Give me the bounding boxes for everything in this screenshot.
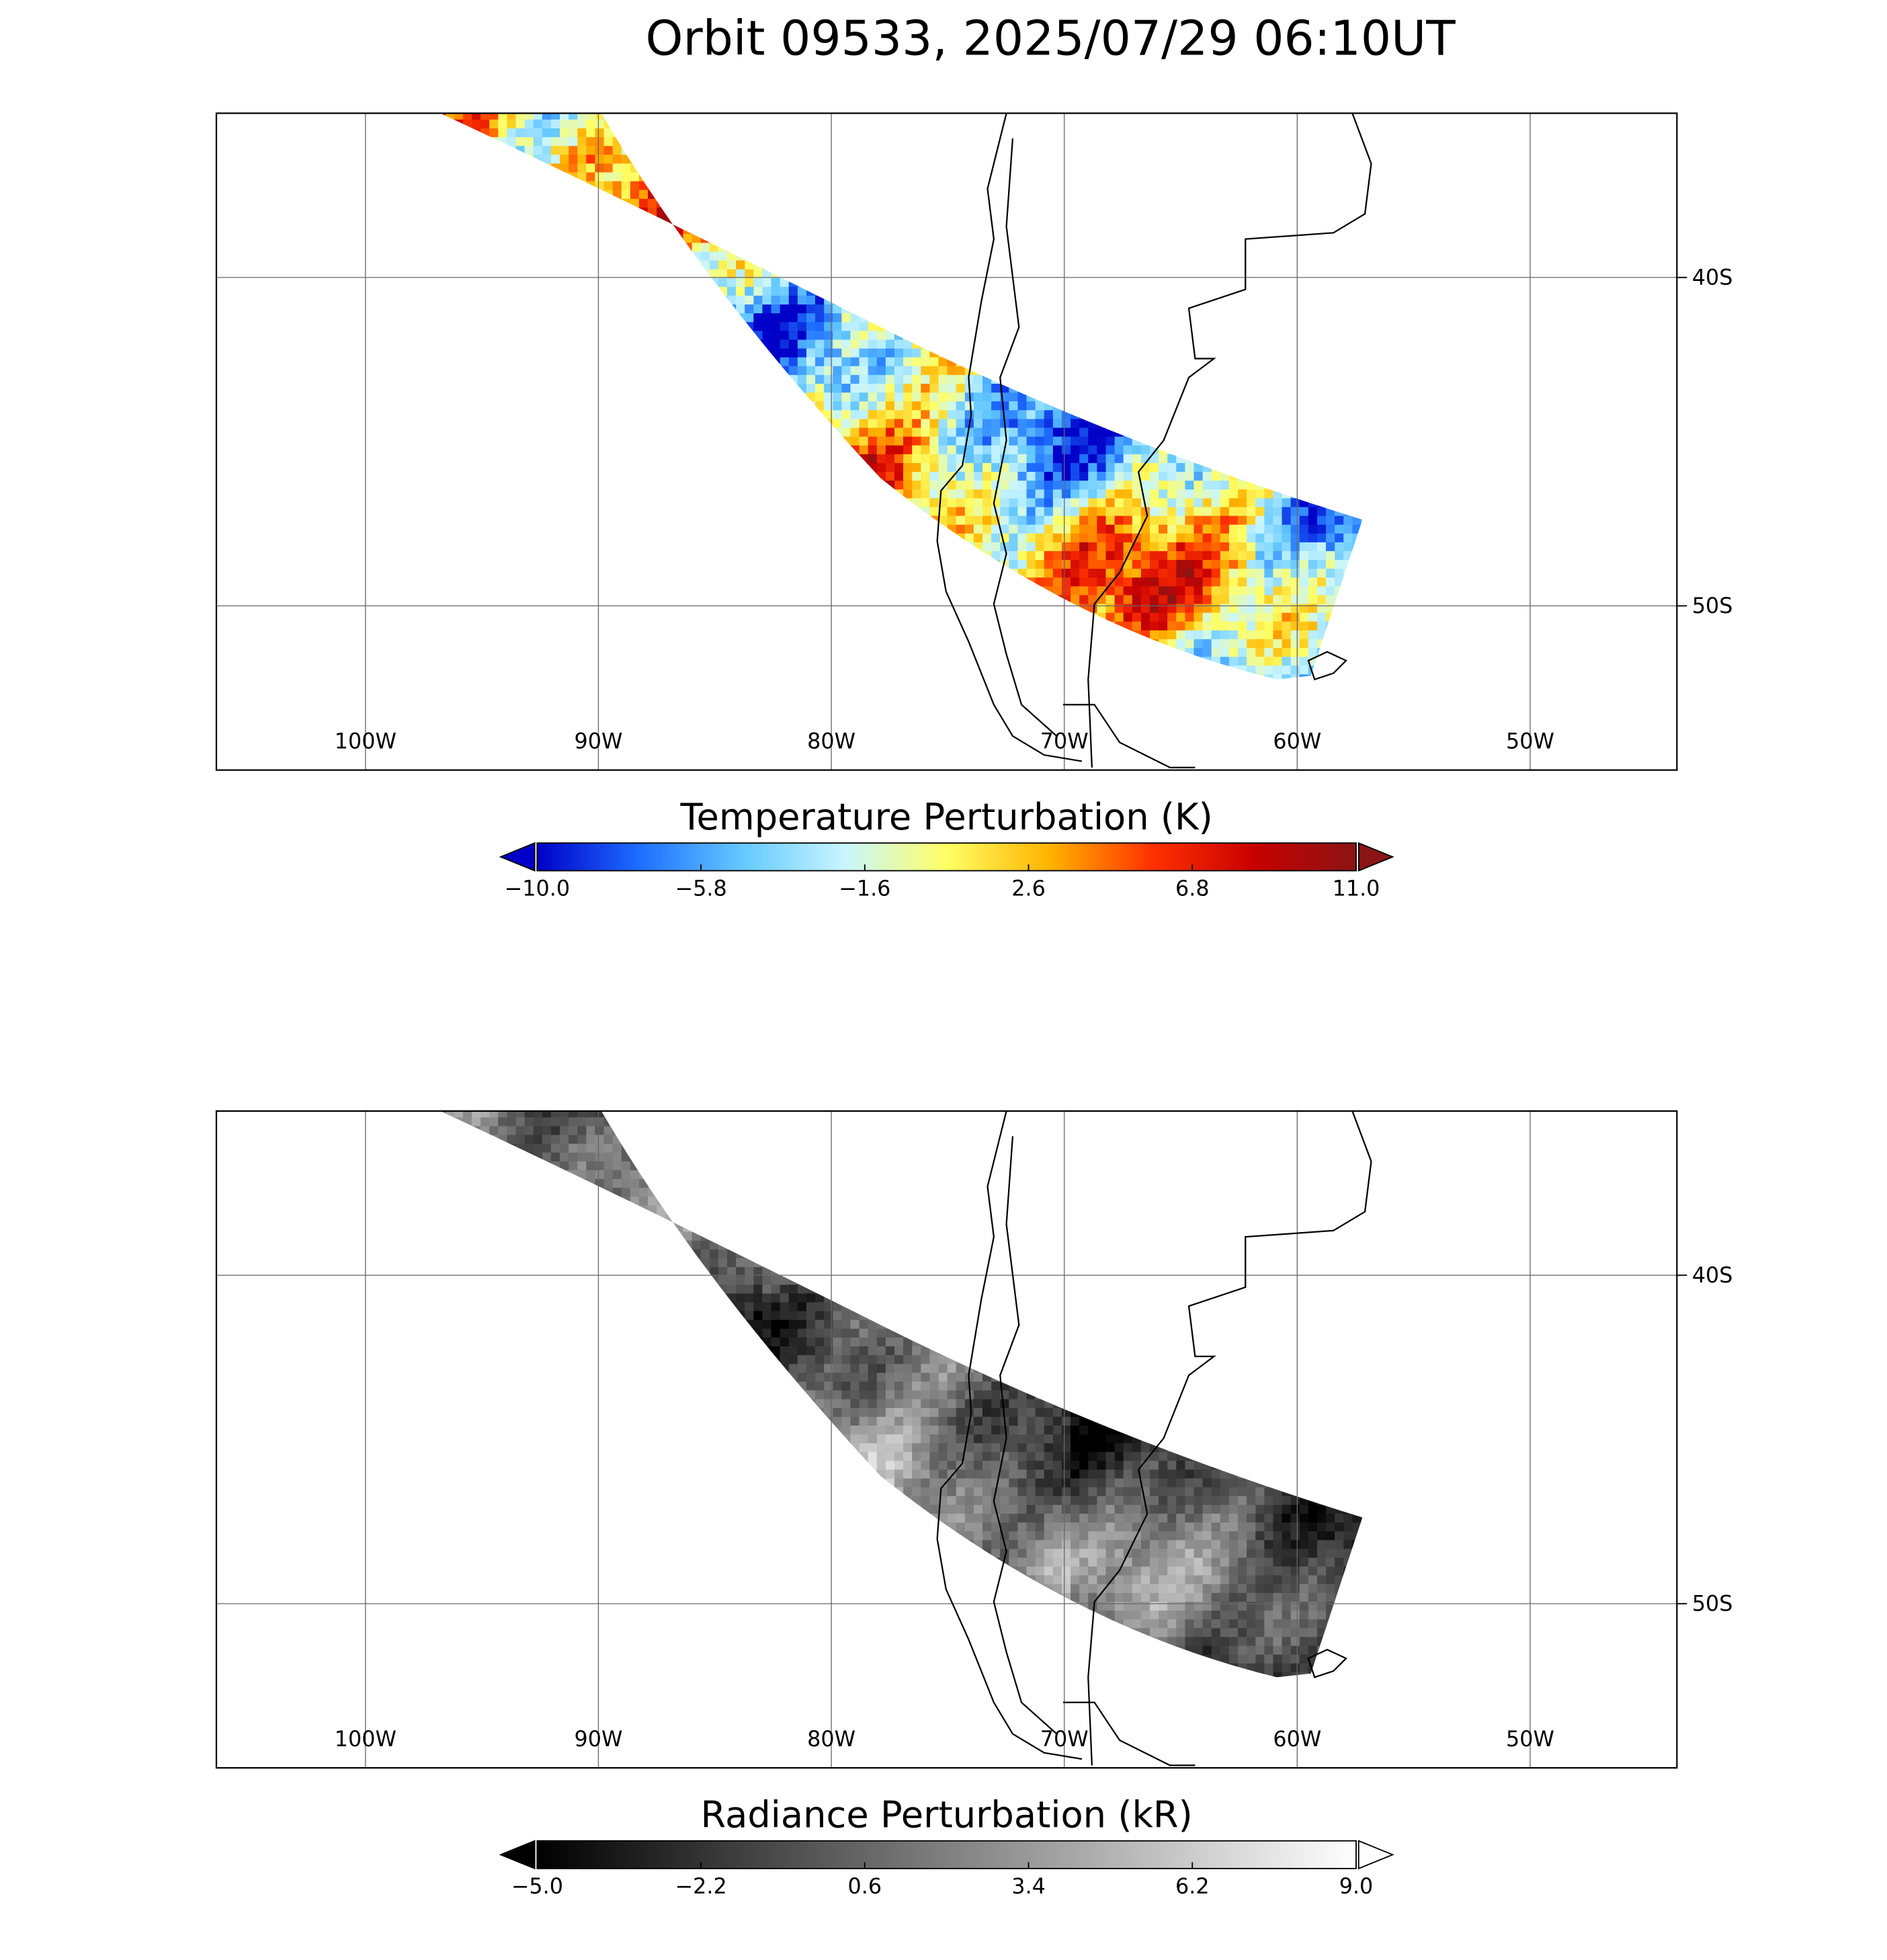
colorbar-tick-label: 0.6 [848, 1873, 882, 1899]
colorbar [536, 1840, 1357, 1869]
x-tick-label: 90W [574, 728, 622, 753]
colorbar-extend-high [1357, 842, 1394, 872]
colorbar-extend-low [499, 1840, 536, 1870]
x-tick-label: 80W [807, 728, 855, 753]
colorbar-tick-label: −10.0 [505, 875, 571, 901]
x-tick-label: 80W [807, 1726, 855, 1752]
colorbar-tick-label: −1.6 [839, 875, 890, 901]
map-panel: 100W 90W 80W 70W 60W 50W 40S 50S Temperature Per… [215, 111, 1733, 901]
figure-title: Orbit 09533, 2025/07/29 06:10UT [646, 10, 1456, 66]
colorbar-tick-label: 6.8 [1175, 875, 1210, 901]
x-tick-label: 100W [335, 728, 396, 753]
colorbar-tick-label: 11.0 [1333, 875, 1380, 901]
colorbar-tick-label: 3.4 [1011, 1873, 1046, 1899]
x-tick-label: 90W [574, 1726, 622, 1752]
map-panel: 100W 90W 80W 70W 60W 50W 40S 50S Radiance Pertur… [215, 1110, 1733, 1899]
x-tick-label: 60W [1273, 728, 1321, 753]
colorbar-tick-label: −5.0 [511, 1873, 563, 1899]
y-tick-label: 50S [1692, 1591, 1733, 1617]
x-tick-label: 60W [1273, 1726, 1321, 1752]
y-tick-label: 50S [1692, 593, 1733, 618]
colorbar-tick-label: −5.8 [675, 875, 726, 901]
x-tick-label: 70W [1040, 1726, 1089, 1752]
map-frame [215, 1110, 1678, 1769]
x-tick-label: 50W [1506, 1726, 1554, 1752]
colorbar-label: Temperature Perturbation (K) [680, 796, 1213, 838]
map-frame [215, 112, 1678, 771]
x-tick-label: 50W [1506, 728, 1554, 753]
swath-image [440, 1110, 1363, 1678]
y-tick-label: 40S [1692, 1262, 1733, 1288]
x-tick-label: 100W [335, 1726, 396, 1752]
colorbar-extend-high [1357, 1840, 1394, 1870]
colorbar-tick-label: 6.2 [1175, 1873, 1210, 1899]
colorbar-label: Radiance Perturbation (kR) [701, 1793, 1193, 1836]
colorbar-extend-low [499, 842, 536, 872]
colorbar [536, 842, 1357, 872]
colorbar-tick-label: 9.0 [1339, 1873, 1374, 1899]
colorbar-tick-label: −2.2 [675, 1873, 726, 1899]
x-tick-label: 70W [1040, 728, 1089, 753]
y-tick-label: 40S [1692, 265, 1733, 290]
swath-image [440, 113, 1363, 680]
colorbar-tick-label: 2.6 [1011, 875, 1046, 901]
